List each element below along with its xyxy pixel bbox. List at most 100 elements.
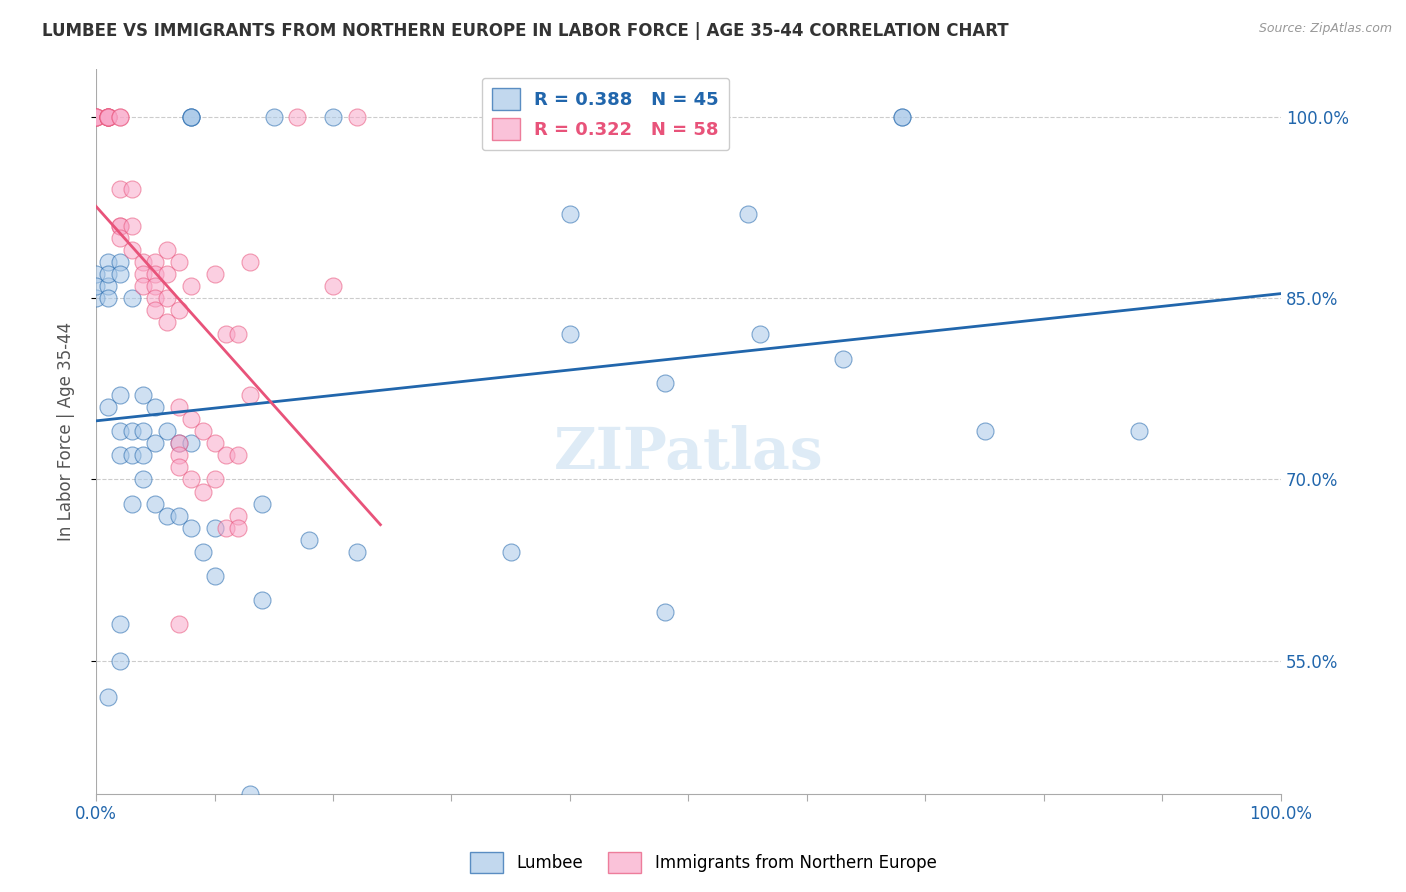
Point [108, 219, 131, 233]
Point [132, 279, 155, 293]
Point [558, 206, 581, 220]
Point [250, 593, 273, 607]
Point [84, 110, 107, 124]
Point [143, 255, 166, 269]
Point [156, 291, 179, 305]
Point [143, 497, 166, 511]
Point [890, 110, 912, 124]
Point [84, 110, 107, 124]
Point [97, 110, 120, 124]
Point [180, 436, 202, 450]
Point [143, 303, 166, 318]
Point [143, 400, 166, 414]
Point [167, 436, 190, 450]
Point [84, 279, 107, 293]
Point [143, 291, 166, 305]
Point [654, 606, 676, 620]
Point [84, 110, 107, 124]
Point [215, 448, 238, 462]
Point [121, 424, 143, 438]
Point [132, 424, 155, 438]
Point [346, 545, 368, 559]
Point [108, 231, 131, 245]
Point [156, 315, 179, 329]
Point [191, 545, 214, 559]
Point [239, 255, 262, 269]
Point [239, 388, 262, 402]
Point [97, 110, 120, 124]
Point [250, 497, 273, 511]
Point [97, 279, 120, 293]
Point [108, 110, 131, 124]
Point [167, 255, 190, 269]
Text: Source: ZipAtlas.com: Source: ZipAtlas.com [1258, 22, 1392, 36]
Point [215, 521, 238, 535]
Point [322, 279, 344, 293]
Point [97, 110, 120, 124]
Point [226, 508, 249, 523]
Point [654, 376, 676, 390]
Point [180, 110, 202, 124]
Point [558, 327, 581, 342]
Point [108, 267, 131, 281]
Point [97, 110, 120, 124]
Point [167, 448, 190, 462]
Point [143, 436, 166, 450]
Point [973, 424, 995, 438]
Point [97, 267, 120, 281]
Point [132, 255, 155, 269]
Point [167, 400, 190, 414]
Point [204, 569, 226, 583]
Point [156, 508, 179, 523]
Point [239, 787, 262, 801]
Point [143, 267, 166, 281]
Y-axis label: In Labor Force | Age 35-44: In Labor Force | Age 35-44 [58, 321, 75, 541]
Point [226, 448, 249, 462]
Point [97, 291, 120, 305]
Point [108, 424, 131, 438]
Point [191, 484, 214, 499]
Point [204, 521, 226, 535]
Point [831, 351, 853, 366]
Point [97, 110, 120, 124]
Point [263, 110, 285, 124]
Legend: Lumbee, Immigrants from Northern Europe: Lumbee, Immigrants from Northern Europe [463, 846, 943, 880]
Point [180, 472, 202, 486]
Point [108, 448, 131, 462]
Point [121, 243, 143, 257]
Point [748, 327, 770, 342]
Point [167, 508, 190, 523]
Point [108, 388, 131, 402]
Point [84, 110, 107, 124]
Point [84, 267, 107, 281]
Point [108, 617, 131, 632]
Point [167, 460, 190, 475]
Point [180, 521, 202, 535]
Point [215, 327, 238, 342]
Point [132, 388, 155, 402]
Point [167, 303, 190, 318]
Point [132, 472, 155, 486]
Text: LUMBEE VS IMMIGRANTS FROM NORTHERN EUROPE IN LABOR FORCE | AGE 35-44 CORRELATION: LUMBEE VS IMMIGRANTS FROM NORTHERN EUROP… [42, 22, 1010, 40]
Point [226, 521, 249, 535]
Point [121, 182, 143, 196]
Point [287, 110, 309, 124]
Point [121, 219, 143, 233]
Point [180, 279, 202, 293]
Point [132, 267, 155, 281]
Point [108, 255, 131, 269]
Point [226, 327, 249, 342]
Point [108, 182, 131, 196]
Point [97, 255, 120, 269]
Point [1128, 424, 1150, 438]
Legend: R = 0.388   N = 45, R = 0.322   N = 58: R = 0.388 N = 45, R = 0.322 N = 58 [482, 78, 730, 151]
Point [737, 206, 759, 220]
Point [108, 654, 131, 668]
Point [499, 545, 522, 559]
Point [180, 110, 202, 124]
Point [108, 219, 131, 233]
Point [156, 243, 179, 257]
Point [97, 400, 120, 414]
Point [167, 617, 190, 632]
Point [180, 110, 202, 124]
